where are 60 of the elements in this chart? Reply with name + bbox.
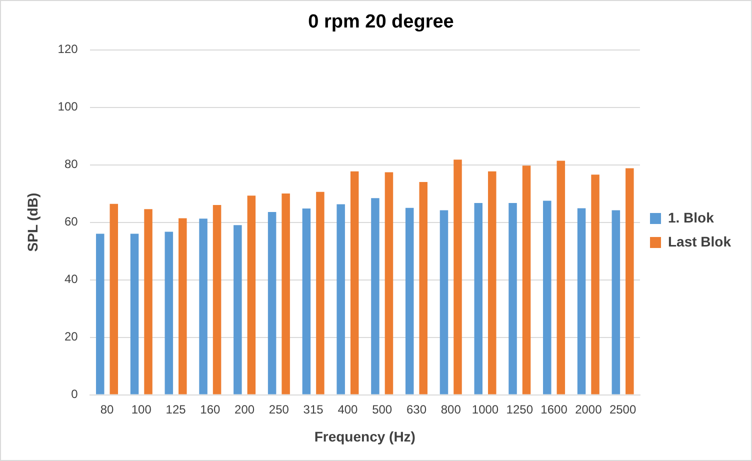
bar bbox=[474, 203, 482, 394]
x-tick-label: 2000 bbox=[575, 402, 602, 416]
x-tick-label: 200 bbox=[234, 402, 255, 416]
x-tick-label: 1600 bbox=[540, 402, 568, 416]
bar bbox=[247, 196, 256, 394]
x-axis-title: Frequency (Hz) bbox=[314, 428, 416, 444]
bar bbox=[350, 171, 359, 394]
legend-label: 1. Blok bbox=[668, 209, 714, 226]
bar bbox=[488, 171, 496, 394]
bar bbox=[336, 204, 345, 394]
bar bbox=[144, 209, 152, 394]
bar bbox=[282, 194, 290, 394]
y-tick-label: 80 bbox=[64, 157, 78, 172]
bar bbox=[419, 182, 428, 394]
bar bbox=[178, 218, 187, 394]
x-tick-label: 800 bbox=[440, 402, 462, 416]
x-tick-label: 1000 bbox=[472, 402, 499, 416]
bar bbox=[591, 174, 600, 394]
bar bbox=[96, 234, 104, 394]
bar bbox=[268, 212, 276, 394]
y-tick-label: 20 bbox=[64, 330, 78, 344]
bar bbox=[130, 234, 139, 394]
y-tick-label: 40 bbox=[64, 272, 78, 286]
bar bbox=[543, 200, 552, 394]
y-tick-label: 0 bbox=[71, 387, 78, 402]
x-tick-label: 400 bbox=[338, 402, 358, 416]
bar bbox=[371, 198, 380, 394]
bar bbox=[384, 172, 394, 394]
x-tick-label: 500 bbox=[372, 402, 392, 416]
x-tick-label: 100 bbox=[131, 402, 152, 416]
x-tick-label: 1250 bbox=[506, 402, 534, 416]
bar bbox=[508, 203, 517, 394]
bar bbox=[556, 160, 566, 394]
bar bbox=[405, 208, 414, 394]
bar bbox=[612, 210, 620, 394]
x-tick-label: 125 bbox=[166, 402, 186, 416]
bar bbox=[454, 160, 462, 394]
bar bbox=[199, 218, 208, 394]
x-tick-label: 160 bbox=[200, 402, 220, 416]
bar bbox=[316, 192, 324, 394]
bar bbox=[234, 225, 242, 394]
bar bbox=[212, 205, 222, 394]
x-tick-label: 630 bbox=[406, 402, 427, 416]
bar bbox=[626, 168, 634, 394]
bar bbox=[110, 204, 118, 394]
legend-label: Last Blok bbox=[668, 233, 732, 250]
bar bbox=[164, 232, 174, 394]
x-tick-label: 315 bbox=[303, 402, 324, 416]
bar bbox=[302, 208, 311, 394]
bar bbox=[440, 210, 448, 394]
bar bbox=[522, 166, 531, 394]
chart-title: 0 rpm 20 degree bbox=[308, 12, 454, 33]
y-axis-title: SPL (dB) bbox=[24, 192, 40, 252]
x-tick-label: 250 bbox=[268, 402, 290, 416]
bar bbox=[577, 208, 586, 394]
x-tick-label: 2500 bbox=[609, 402, 636, 416]
x-tick-label: 80 bbox=[100, 402, 114, 416]
y-tick-label: 100 bbox=[58, 100, 78, 114]
y-tick-label: 120 bbox=[58, 42, 78, 56]
y-tick-label: 60 bbox=[64, 214, 78, 229]
